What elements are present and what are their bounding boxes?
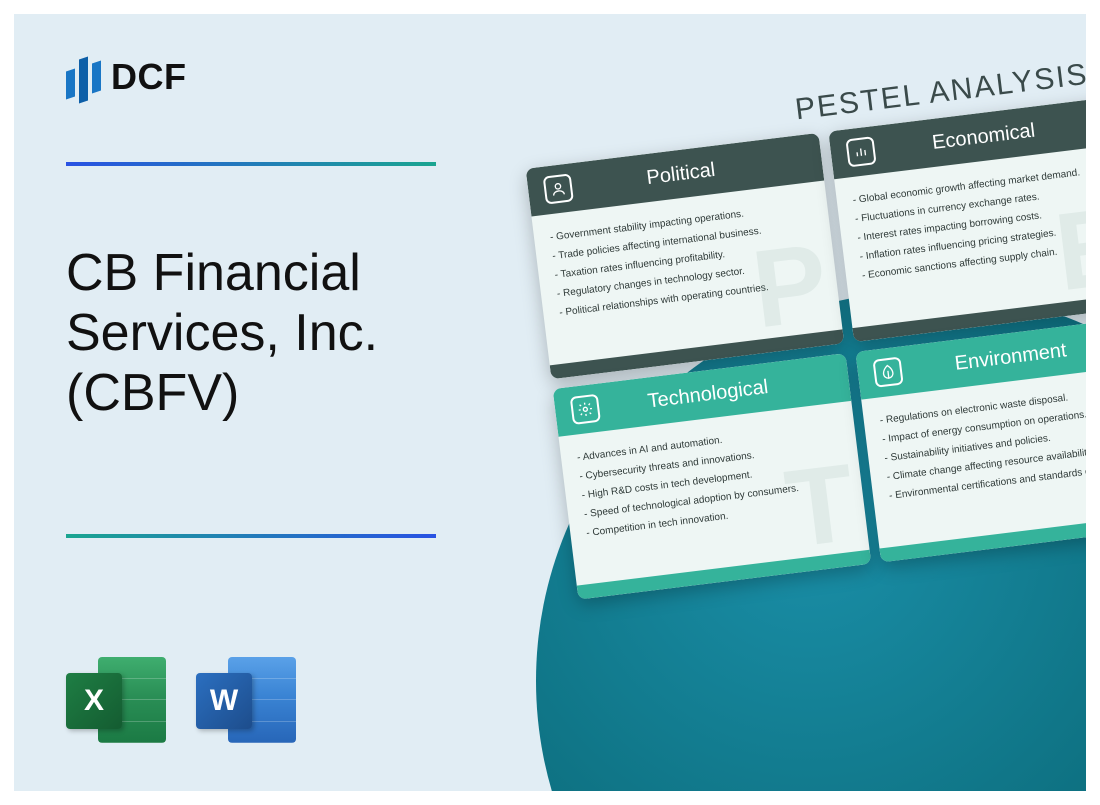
excel-icon[interactable]: X xyxy=(66,653,166,747)
gear-icon xyxy=(570,394,601,425)
file-icons: X W xyxy=(66,653,296,747)
canvas: DCF CB Financial Services, Inc. (CBFV) X… xyxy=(14,14,1086,791)
word-icon[interactable]: W xyxy=(196,653,296,747)
leaf-icon xyxy=(872,357,903,388)
pestel-card-environment: Environment E Regulations on electronic … xyxy=(855,316,1086,562)
card-title: Environment xyxy=(912,330,1086,380)
divider-top xyxy=(66,162,436,166)
pestel-card-technological: Technological T Advances in AI and autom… xyxy=(553,353,872,599)
logo-text: DCF xyxy=(111,56,187,98)
pestel-card-economical: Economical E Global economic growth affe… xyxy=(828,96,1086,342)
word-badge: W xyxy=(196,673,252,729)
divider-bottom xyxy=(66,534,436,538)
page-title: CB Financial Services, Inc. (CBFV) xyxy=(66,244,496,423)
pestel-panel: PESTEL ANALYSIS Political P Government s… xyxy=(520,54,1086,600)
person-icon xyxy=(543,173,574,204)
logo: DCF xyxy=(66,52,187,102)
excel-badge: X xyxy=(66,673,122,729)
chart-icon xyxy=(845,136,876,167)
pestel-card-political: Political P Government stability impacti… xyxy=(526,133,845,379)
logo-bars-icon xyxy=(66,52,101,102)
pestel-grid: Political P Government stability impacti… xyxy=(526,96,1086,600)
